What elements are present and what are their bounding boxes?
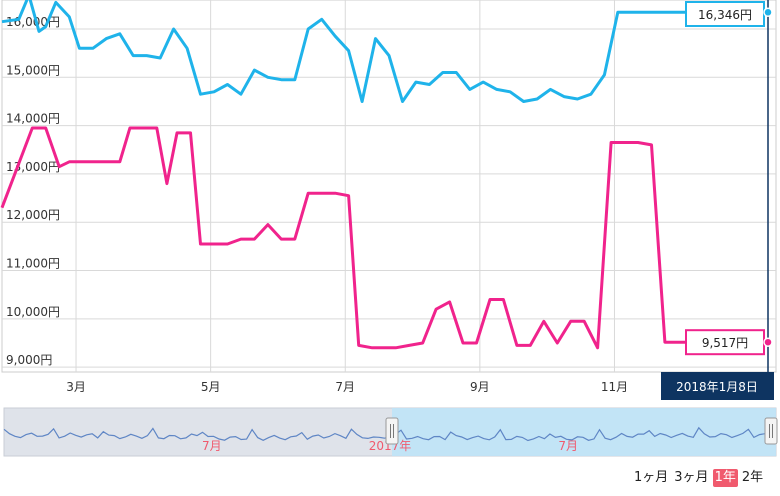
- range-selector: 1ヶ月 3ヶ月 1年 2年: [632, 468, 765, 488]
- plot-frame: [1, 0, 777, 373]
- navigator-handle-left[interactable]: [385, 417, 399, 445]
- y-tick-label: 12,000円: [6, 208, 60, 222]
- cursor-date-label: 2018年1月8日: [676, 380, 758, 394]
- y-tick-label: 9,000円: [6, 353, 52, 367]
- y-tick-label: 16,000円: [6, 15, 60, 29]
- range-button-3m[interactable]: 3ヶ月: [674, 470, 709, 485]
- navigator-handle-right[interactable]: [764, 417, 778, 445]
- y-tick-label: 15,000円: [6, 63, 60, 77]
- last-value-marker-0: [763, 7, 773, 18]
- x-tick-label: 11月: [601, 380, 628, 394]
- y-tick-label: 11,000円: [6, 257, 60, 271]
- series-line-1[interactable]: [0, 126, 770, 350]
- last-value-box-1: [685, 329, 765, 356]
- cursor-date-box: [661, 372, 774, 400]
- navigator-label: 7月: [202, 439, 222, 453]
- range-button-1y[interactable]: 1年: [712, 469, 738, 487]
- last-value-label-1: 9,517円: [702, 336, 748, 350]
- range-button-2y[interactable]: 2年: [741, 470, 764, 485]
- y-tick-label: 14,000円: [6, 112, 60, 126]
- x-tick-label: 7月: [335, 380, 355, 394]
- last-value-marker-1: [763, 337, 773, 347]
- range-button-1m[interactable]: 1ヶ月: [634, 470, 669, 485]
- series-line-0[interactable]: [1, 0, 770, 103]
- navigator-label: 7月: [558, 439, 578, 453]
- x-tick-label: 3月: [66, 380, 86, 394]
- x-tick-label: 9月: [470, 380, 490, 394]
- last-value-label-0: 16,346円: [698, 8, 752, 22]
- navigator-selection[interactable]: [392, 408, 776, 456]
- x-tick-label: 5月: [201, 380, 221, 394]
- y-tick-label: 10,000円: [6, 305, 60, 319]
- navigator-label: 2017年: [369, 439, 412, 453]
